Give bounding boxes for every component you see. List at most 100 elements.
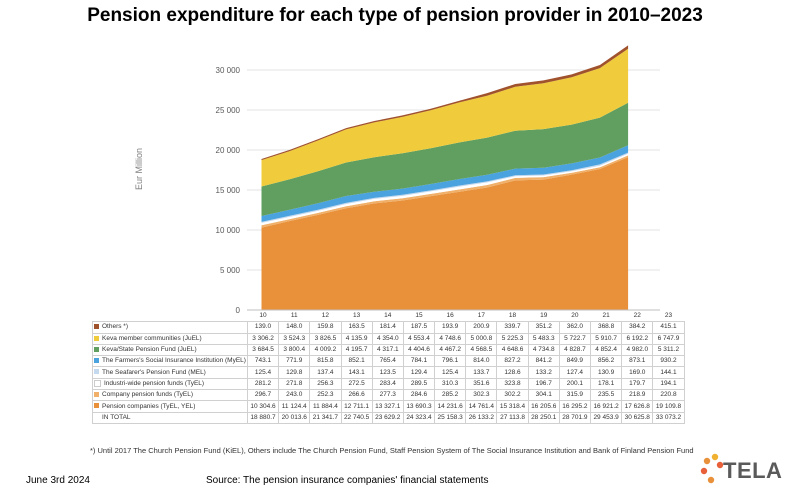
data-label: 302.2 (496, 389, 529, 402)
x-tick-label: 23 (652, 311, 685, 323)
data-label: 12 711.1 (340, 400, 373, 413)
data-label: 296.7 (246, 389, 280, 402)
data-label: 6 192.2 (621, 332, 654, 345)
data-label: 384.2 (621, 321, 654, 334)
data-label: 302.3 (465, 389, 498, 402)
legend-entry: IN TOTAL (92, 411, 248, 424)
data-label: 3 684.5 (246, 343, 280, 357)
data-label: 23 629.2 (371, 411, 404, 424)
data-label: 351.2 (527, 321, 560, 334)
data-label: 6 747.9 (652, 332, 685, 345)
data-label: 4 467.2 (434, 343, 467, 357)
data-label: 256.3 (309, 377, 342, 391)
data-label: 281.2 (246, 377, 280, 391)
data-label: 21 341.7 (309, 411, 342, 424)
data-label: 4 404.6 (402, 343, 436, 357)
x-tick-label: 12 (309, 311, 341, 323)
data-label: 14 761.4 (465, 400, 498, 413)
data-label: 873.1 (621, 355, 654, 368)
x-tick-label: 19 (528, 311, 560, 323)
legend-entry: Company pension funds (TyEL) (92, 389, 248, 402)
data-label: 5 000.8 (465, 332, 498, 345)
data-label: 130.9 (589, 366, 623, 379)
data-label: 163.5 (340, 321, 373, 334)
data-label: 272.5 (340, 377, 373, 391)
data-label: 193.9 (434, 321, 467, 334)
x-tick-label: 10 (247, 311, 279, 323)
data-label: 271.8 (278, 377, 311, 391)
data-label: 5 910.7 (589, 332, 623, 345)
data-label: 33 073.2 (652, 411, 685, 424)
data-label: 129.4 (402, 366, 436, 379)
data-label: 815.8 (309, 355, 342, 368)
y-axis-ticks: 0 5 000 10 000 15 000 20 000 25 000 30 000 (216, 66, 241, 315)
legend-swatch (94, 379, 101, 387)
x-tick-label: 21 (590, 311, 622, 323)
data-label: 133.2 (527, 366, 560, 379)
data-label: 284.6 (402, 389, 436, 402)
logo-text: TELA (723, 458, 783, 483)
data-label: 841.2 (527, 355, 560, 368)
data-label: 159.8 (309, 321, 342, 334)
data-label: 4 852.4 (589, 343, 623, 357)
y-tick-label: 5 000 (220, 266, 241, 275)
data-label: 4 828.7 (558, 343, 592, 357)
data-label: 4 135.9 (340, 332, 373, 345)
data-label: 20 013.6 (278, 411, 311, 424)
data-label: 765.4 (371, 355, 404, 368)
data-label: 13 327.1 (371, 400, 404, 413)
x-tick-label: 11 (278, 311, 310, 323)
data-label: 3 524.3 (278, 332, 311, 345)
table-row: The Seafarer's Pension Fund (MEL) 125.4 12… (92, 366, 685, 379)
table-row: Industri-wide pension funds (TyEL) 281.2 2… (92, 377, 685, 391)
legend-swatch (94, 403, 99, 409)
data-label: 323.8 (496, 377, 529, 391)
data-label: 4 553.4 (402, 332, 436, 345)
data-label: 125.4 (246, 366, 280, 379)
data-label: 13 690.3 (402, 400, 436, 413)
legend-swatch (94, 392, 99, 397)
legend-entry: The Farmers's Social Insurance Instituti… (92, 355, 248, 368)
legend-entry: The Seafarer's Pension Fund (MEL) (92, 366, 248, 379)
table-row: Keva member communities (JuEL) 3 306.2 3 5… (92, 332, 685, 345)
data-label: 181.4 (371, 321, 404, 334)
data-label: 137.4 (309, 366, 342, 379)
data-label: 784.1 (402, 355, 436, 368)
data-label: 283.4 (371, 377, 404, 391)
data-label: 30 625.8 (621, 411, 654, 424)
data-label: 178.1 (589, 377, 623, 391)
data-label: 4 009.2 (309, 343, 342, 357)
data-label: 5 483.3 (527, 332, 560, 345)
data-label: 856.2 (589, 355, 623, 368)
x-tick-label: 20 (559, 311, 591, 323)
data-label: 218.9 (621, 389, 654, 402)
data-label: 3 306.2 (246, 332, 280, 345)
data-label: 25 158.3 (434, 411, 467, 424)
y-tick-label: 10 000 (216, 226, 241, 235)
table-row: Others *) 139.0 148.0 159.8 163.5 181.4 187.5 1… (92, 321, 685, 334)
legend-swatch (94, 346, 99, 352)
y-tick-label: 0 (236, 306, 241, 315)
data-label: 15 318.4 (496, 400, 529, 413)
data-label: 128.6 (496, 366, 529, 379)
legend-entry: Pension companies (TyEL, YEL) (92, 400, 248, 413)
x-tick-label: 13 (341, 311, 373, 323)
tela-logo-icon (700, 453, 724, 484)
data-label: 148.0 (278, 321, 311, 334)
data-label: 200.1 (558, 377, 592, 391)
area-state (261, 102, 629, 216)
data-label: 368.8 (589, 321, 623, 334)
y-tick-label: 15 000 (216, 186, 241, 195)
legend-entry: Industri-wide pension funds (TyEL) (92, 377, 248, 391)
data-label: 28 250.1 (527, 411, 560, 424)
data-label: 285.2 (434, 389, 467, 402)
data-label: 29 453.9 (589, 411, 623, 424)
table-header-row: 10 11 12 13 14 15 16 17 18 19 20 21 22 23 (92, 311, 685, 323)
data-label: 10 304.6 (246, 400, 280, 413)
area-industry_wide (261, 153, 629, 226)
data-label: 24 323.4 (402, 411, 436, 424)
data-label: 4 195.7 (340, 343, 373, 357)
x-tick-label: 15 (403, 311, 435, 323)
data-label: 18 880.7 (246, 411, 280, 424)
area-farmers (261, 145, 629, 222)
